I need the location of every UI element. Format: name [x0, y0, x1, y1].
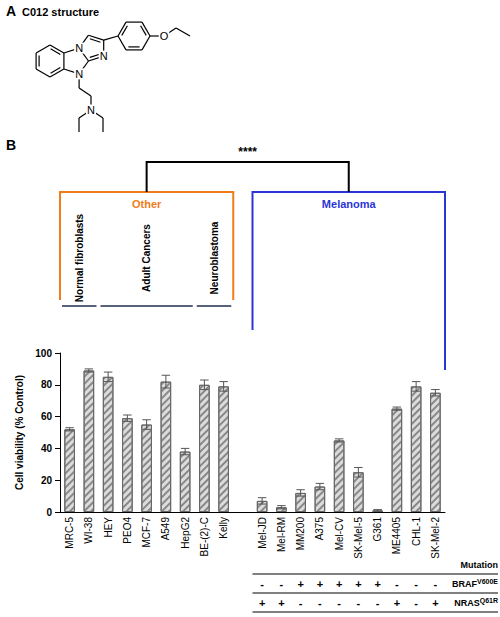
svg-text:20: 20	[41, 475, 53, 486]
svg-text:-: -	[299, 597, 303, 609]
svg-text:Cell viability (% Control): Cell viability (% Control)	[14, 375, 25, 490]
svg-text:N: N	[87, 104, 95, 116]
svg-text:+: +	[394, 597, 400, 609]
svg-text:Kelly: Kelly	[218, 517, 229, 539]
svg-text:-: -	[414, 578, 418, 590]
svg-text:CHL-1: CHL-1	[411, 517, 422, 546]
svg-text:-: -	[414, 597, 418, 609]
svg-text:+: +	[278, 597, 284, 609]
svg-text:+: +	[317, 578, 323, 590]
svg-text:+: +	[374, 578, 380, 590]
svg-text:+: +	[336, 578, 342, 590]
svg-text:B: B	[6, 137, 16, 153]
svg-text:Mel-RM: Mel-RM	[276, 517, 287, 552]
svg-text:C012 structure: C012 structure	[22, 6, 99, 18]
svg-text:Q61R: Q61R	[480, 597, 498, 605]
svg-text:+: +	[432, 597, 438, 609]
svg-text:Mutation: Mutation	[461, 560, 499, 570]
svg-text:+: +	[355, 578, 361, 590]
svg-text:G361: G361	[372, 517, 383, 542]
svg-text:N: N	[75, 42, 83, 54]
svg-text:O: O	[160, 30, 169, 42]
svg-text:SK-Mel-5: SK-Mel-5	[353, 517, 364, 559]
svg-text:-: -	[357, 597, 361, 609]
svg-text:****: ****	[238, 145, 257, 159]
svg-text:Other: Other	[132, 198, 162, 210]
svg-text:A549: A549	[160, 517, 171, 541]
svg-text:+: +	[297, 578, 303, 590]
svg-text:N: N	[75, 68, 83, 80]
svg-text:-: -	[395, 578, 399, 590]
svg-text:Mel-CV: Mel-CV	[334, 517, 345, 551]
svg-text:-: -	[280, 578, 284, 590]
svg-text:A: A	[6, 3, 16, 19]
svg-text:MM200: MM200	[295, 517, 306, 551]
svg-text:HepG2: HepG2	[180, 517, 191, 549]
svg-text:+: +	[259, 597, 265, 609]
svg-text:MRC-5: MRC-5	[64, 517, 75, 549]
svg-text:A375: A375	[314, 517, 325, 541]
svg-text:MCF-7: MCF-7	[141, 517, 152, 548]
svg-text:-: -	[337, 597, 341, 609]
svg-text:V600E: V600E	[477, 578, 498, 585]
svg-text:40: 40	[41, 443, 53, 454]
svg-text:80: 80	[41, 379, 53, 390]
svg-text:BE-(2)-C: BE-(2)-C	[199, 517, 210, 556]
svg-text:Mel-JD: Mel-JD	[257, 517, 268, 549]
svg-text:Adult Cancers: Adult Cancers	[141, 224, 152, 292]
svg-text:-: -	[260, 578, 264, 590]
svg-text:N: N	[100, 50, 108, 62]
svg-text:ME4405: ME4405	[391, 517, 402, 555]
svg-text:100: 100	[35, 348, 52, 359]
svg-text:Melanoma: Melanoma	[322, 198, 377, 210]
svg-text:-: -	[318, 597, 322, 609]
svg-text:WI-38: WI-38	[83, 517, 94, 544]
svg-text:-: -	[434, 578, 438, 590]
svg-text:BRAF: BRAF	[452, 579, 477, 589]
svg-text:0: 0	[46, 507, 52, 518]
svg-text:PEO4: PEO4	[122, 517, 133, 544]
svg-text:-: -	[376, 597, 380, 609]
svg-text:Normal fibroblasts: Normal fibroblasts	[74, 213, 85, 302]
svg-text:NRAS: NRAS	[454, 598, 480, 608]
svg-text:SK-Mel-2: SK-Mel-2	[430, 517, 441, 559]
svg-text:60: 60	[41, 411, 53, 422]
svg-text:HEY: HEY	[103, 517, 114, 538]
svg-text:Neuroblastoma: Neuroblastoma	[209, 221, 220, 294]
